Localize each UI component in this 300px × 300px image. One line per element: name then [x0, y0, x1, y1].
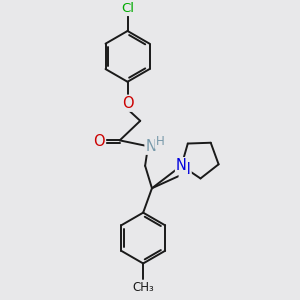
Text: O: O	[122, 96, 133, 111]
Text: CH₃: CH₃	[132, 281, 154, 294]
Text: N: N	[146, 139, 156, 154]
Text: Cl: Cl	[121, 2, 134, 15]
Text: H: H	[155, 135, 164, 148]
Text: N: N	[180, 162, 190, 177]
Text: N: N	[176, 158, 187, 173]
Text: O: O	[93, 134, 105, 149]
